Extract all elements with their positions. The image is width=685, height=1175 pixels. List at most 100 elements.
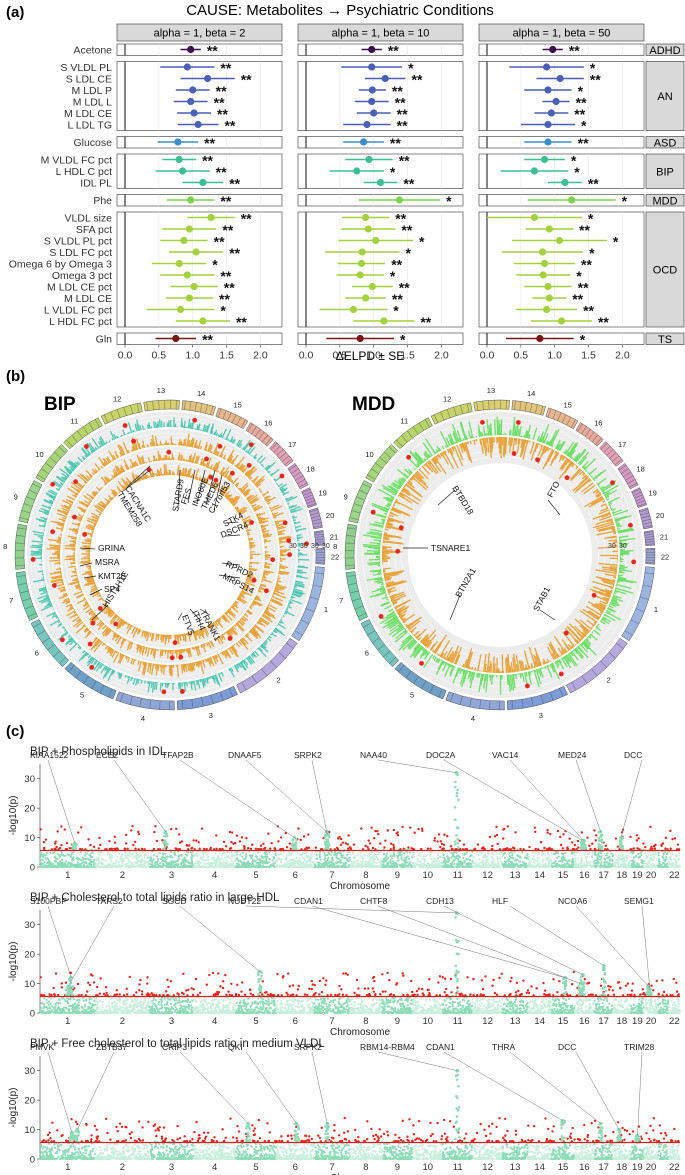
row-label: Acetone (73, 45, 112, 57)
chromosome-label: 11 (70, 417, 78, 426)
track-bar (118, 444, 125, 456)
track-bar (231, 454, 239, 465)
track-bar (193, 442, 197, 448)
chromosome-label: 7 (339, 596, 343, 605)
track-bar (57, 620, 61, 624)
track-bar (56, 476, 65, 483)
facet-header-label: alpha = 1, beta = 2 (154, 28, 246, 40)
significance-label: * (419, 234, 425, 250)
track-bar (78, 651, 88, 662)
track-bar (247, 475, 251, 479)
ideogram-band (276, 448, 284, 456)
chromosome-label: 19 (648, 488, 656, 497)
point-estimate (557, 317, 566, 325)
ideogram-band (32, 483, 41, 489)
track-bar (78, 646, 82, 650)
track-bar (63, 627, 66, 630)
point-estimate (544, 120, 552, 129)
track-bar (111, 630, 114, 633)
point-estimate (561, 178, 569, 187)
track-bar (38, 586, 47, 591)
significance-label: ** (388, 43, 399, 59)
track-bar (46, 493, 56, 499)
track-bar (113, 631, 116, 635)
track-bar (143, 680, 146, 684)
track-bar (196, 424, 199, 430)
track-bar (232, 504, 235, 507)
chromosome-label: 8 (333, 542, 337, 551)
track-bar (100, 476, 108, 485)
track-bar (57, 623, 63, 628)
track-bar (56, 521, 65, 525)
track-bar (288, 504, 295, 509)
track-bar (264, 566, 270, 569)
track-bar (207, 444, 212, 453)
facet-group-box (297, 211, 464, 328)
track-bar (50, 504, 53, 507)
ideogram-band (158, 400, 160, 410)
track-bar (141, 455, 146, 464)
track-bar (66, 460, 76, 470)
track-bar (237, 620, 244, 627)
track-bar (412, 637, 415, 640)
significance-label: ** (390, 135, 401, 151)
track-bar (258, 488, 261, 491)
ideogram-band (41, 468, 49, 475)
track-bar (106, 456, 112, 463)
track-bar (50, 500, 54, 504)
track-bar (131, 430, 134, 433)
track-bar (207, 677, 210, 680)
track-bar (65, 468, 72, 475)
track-bar (213, 655, 216, 660)
track-bar (142, 661, 145, 666)
track-bar (153, 455, 156, 462)
track-bar (197, 661, 201, 665)
track-bar (225, 429, 232, 441)
track-bar (102, 642, 104, 644)
point-estimate (368, 97, 376, 106)
point-estimate (192, 248, 200, 256)
track-bar (90, 658, 96, 665)
ideogram-band (59, 657, 67, 664)
significance-label: ** (216, 83, 227, 99)
track-bar (259, 457, 266, 464)
track-bar (249, 630, 259, 640)
track-bar (112, 632, 117, 637)
track-bar (297, 569, 303, 572)
track-bar (261, 493, 264, 496)
chromosome-label: 2 (606, 675, 610, 684)
track-bar (195, 444, 198, 449)
track-bar (93, 661, 101, 671)
track-bar (65, 638, 74, 646)
track-bar (56, 512, 67, 518)
track-bar (43, 518, 48, 521)
significance-label: ** (391, 257, 402, 273)
track-bar (41, 587, 47, 591)
track-bar (68, 636, 73, 641)
panel-a-title: CAUSE: Metabolites → Psychiatric Conditi… (186, 2, 494, 19)
track-bar (277, 531, 283, 535)
track-bar (69, 613, 78, 619)
panel-b-tag: (b) (6, 368, 25, 385)
x-tick-label: 1.5 (219, 350, 234, 362)
significance-label: ** (392, 291, 403, 307)
track-bar (266, 637, 272, 642)
track-bar (72, 468, 75, 471)
track-bar (83, 627, 89, 633)
track-bar (273, 516, 277, 519)
point-estimate (185, 225, 193, 233)
track-bar (217, 434, 220, 437)
chromosome-label: 10 (35, 450, 43, 459)
track-bar (251, 475, 259, 483)
track-bar (215, 637, 218, 641)
track-bar (281, 488, 287, 493)
track-bar (201, 659, 206, 668)
significance-label: ** (581, 257, 592, 273)
track-bar (81, 448, 89, 457)
track-bar (53, 495, 57, 498)
track-bar (119, 673, 123, 679)
track-bar (64, 476, 68, 480)
point-estimate (540, 155, 549, 164)
track-bar (257, 647, 267, 658)
